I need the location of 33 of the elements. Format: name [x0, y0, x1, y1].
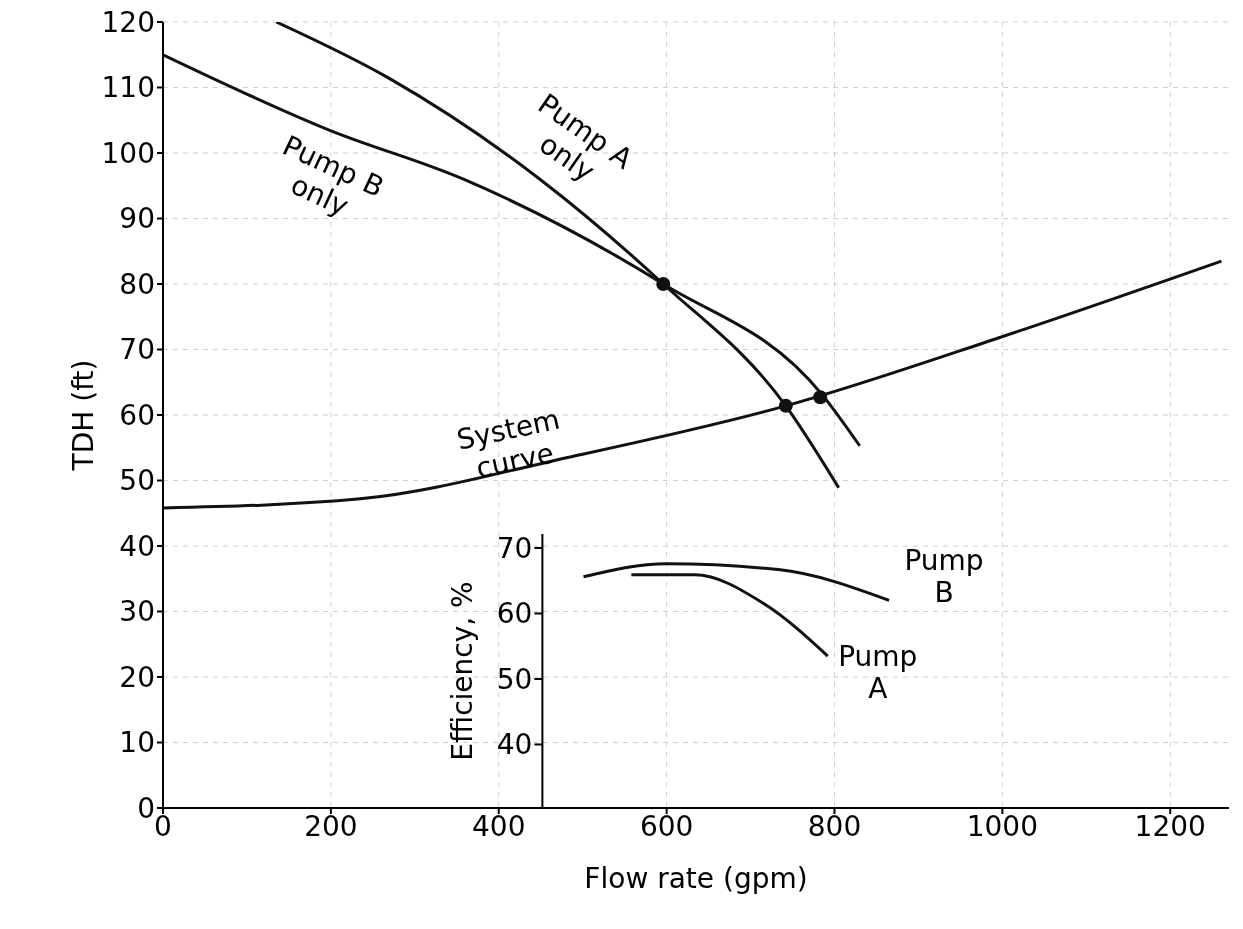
y-tick-label: 120: [101, 5, 155, 39]
y2-tick-label: 50: [496, 662, 533, 696]
series-label: Pump A: [838, 640, 918, 706]
x-tick-label: 1200: [1134, 809, 1206, 843]
y-tick-label: 30: [119, 595, 155, 629]
y-tick-label: 50: [119, 464, 155, 498]
y-tick-label: 20: [119, 660, 155, 694]
y-tick-label: 100: [101, 136, 155, 170]
y2-tick-label: 40: [496, 728, 533, 762]
y-tick-label: 10: [119, 726, 155, 760]
point: [778, 398, 793, 413]
y-tick-label: 90: [119, 202, 155, 236]
y2-tick-label: 60: [496, 597, 533, 631]
series-label: Pump B: [904, 544, 984, 610]
x-tick-label: 800: [807, 809, 862, 843]
point: [813, 390, 828, 405]
y-tick-label: 40: [119, 529, 155, 563]
y-tick-label: 80: [119, 267, 155, 301]
line-series: [582, 562, 891, 602]
y2-tick-label: 70: [496, 531, 533, 565]
y-tick-label: 110: [101, 71, 155, 105]
y-tick-label: 70: [119, 333, 155, 367]
x-tick-label: 200: [304, 809, 358, 843]
x-axis-title: Flow rate (gpm): [584, 862, 808, 895]
x-tick-label: 1000: [966, 809, 1038, 843]
point: [656, 277, 671, 291]
text: System curve: [453, 402, 563, 486]
line-series: [163, 259, 1223, 510]
y-axis-title: TDH (ft): [66, 359, 100, 472]
x-tick-label: 600: [639, 809, 694, 843]
y-tick-label: 60: [119, 398, 155, 432]
x-tick-label: 400: [472, 809, 526, 843]
y2-axis-title: Efficiency, %: [446, 581, 480, 761]
